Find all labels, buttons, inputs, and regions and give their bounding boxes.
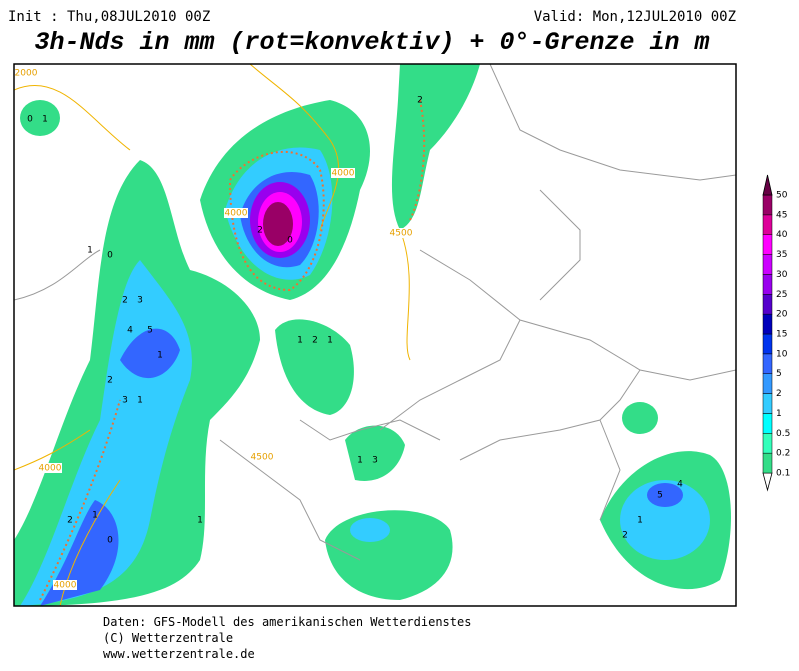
colorbar-bottom-cap <box>762 472 773 492</box>
valid-label: Valid: Mon,12JUL2010 00Z <box>534 9 736 25</box>
colorbar-label: 40 <box>776 230 788 240</box>
colorbar-segment <box>762 433 773 454</box>
grid-value: 2 <box>622 531 628 541</box>
grid-value: 2 <box>257 226 263 236</box>
contour-label-bg <box>331 168 355 178</box>
colorbar-label: 0.5 <box>776 429 790 439</box>
contour-label-bg <box>14 68 38 78</box>
grid-value: 1 <box>87 246 93 256</box>
colorbar-segment <box>762 274 773 295</box>
grid-value: 0 <box>107 251 113 261</box>
colorbar-label: 15 <box>776 330 787 340</box>
grid-value: 2 <box>107 376 113 386</box>
grid-value: 1 <box>157 351 163 361</box>
grid-value: 1 <box>197 516 203 526</box>
footer-line: Daten: GFS-Modell des amerikanischen Wet… <box>103 615 471 629</box>
colorbar-segment <box>762 353 773 374</box>
grid-value: 1 <box>92 511 98 521</box>
colorbar-segment <box>762 452 773 474</box>
map-frame <box>13 63 737 607</box>
colorbar-label: 50 <box>776 191 788 201</box>
colorbar-segment <box>762 413 773 434</box>
init-label: Init : Thu,08JUL2010 00Z <box>8 9 210 25</box>
grid-value: 2 <box>67 516 73 526</box>
grid-value: 1 <box>637 516 643 526</box>
grid-value: 3 <box>137 296 143 306</box>
colorbar-label: 10 <box>776 349 788 359</box>
contour-label: 4000 <box>225 209 248 219</box>
grid-value: 2 <box>122 296 128 306</box>
colorbar-label: 20 <box>776 310 788 320</box>
colorbar-label: 1 <box>776 409 782 419</box>
contour-label-bg <box>224 208 248 218</box>
grid-value: 5 <box>147 326 153 336</box>
colorbar-label: 5 <box>776 369 782 379</box>
grid-value: 1 <box>327 336 333 346</box>
colorbar-label: 25 <box>776 290 787 300</box>
footer-line: www.wetterzentrale.de <box>103 647 255 661</box>
grid-value: 0 <box>107 536 113 546</box>
grid-value: 3 <box>122 396 128 406</box>
colorbar-label: 0.1 <box>776 469 790 479</box>
grid-value: 3 <box>372 456 378 466</box>
colorbar-segment <box>762 373 773 394</box>
colorbar-label: 45 <box>776 210 787 220</box>
contour-label-bg <box>389 228 413 238</box>
grid-value: 2 <box>417 96 423 106</box>
grid-value: 2 <box>312 336 318 346</box>
colorbar-segment <box>762 333 773 355</box>
colorbar-label: 35 <box>776 250 787 260</box>
contour-label: 4000 <box>39 464 62 474</box>
grid-value: 1 <box>297 336 303 346</box>
colorbar-segment <box>762 313 773 335</box>
contour-label-bg <box>250 452 274 462</box>
grid-value: 1 <box>42 115 48 125</box>
contour-label: 2000 <box>15 69 38 79</box>
precip-field <box>14 64 731 606</box>
contour-label: 4500 <box>251 453 274 463</box>
grid-value: 1 <box>357 456 363 466</box>
colorbar-segment <box>762 254 773 275</box>
colorbar-label: 2 <box>776 389 782 399</box>
map-title: 3h-Nds in mm (rot=konvektiv) + 0°-Grenze… <box>34 28 709 57</box>
colorbar-segment <box>762 393 773 414</box>
colorbar-segment <box>762 194 773 216</box>
grid-value: 5 <box>657 491 663 501</box>
colorbar-segment <box>762 214 773 235</box>
contour-label: 4500 <box>390 229 413 239</box>
contour-label: 4000 <box>332 169 355 179</box>
colorbar-label: 0.2 <box>776 449 790 459</box>
grid-value: 0 <box>27 115 33 125</box>
grid-value: 0 <box>287 236 293 246</box>
contour-label-bg <box>38 463 62 473</box>
footer-line: (C) Wetterzentrale <box>103 631 233 645</box>
grid-value: 1 <box>137 396 143 406</box>
contour-label: 4000 <box>54 581 77 591</box>
contour-label-bg <box>53 580 77 590</box>
colorbar-segment <box>762 234 773 255</box>
grid-value: 4 <box>677 480 683 490</box>
grid-value: 4 <box>127 326 133 336</box>
colorbar-label: 30 <box>776 270 788 280</box>
colorbar-segment <box>762 294 773 315</box>
colorbar-top-cap <box>762 174 773 196</box>
